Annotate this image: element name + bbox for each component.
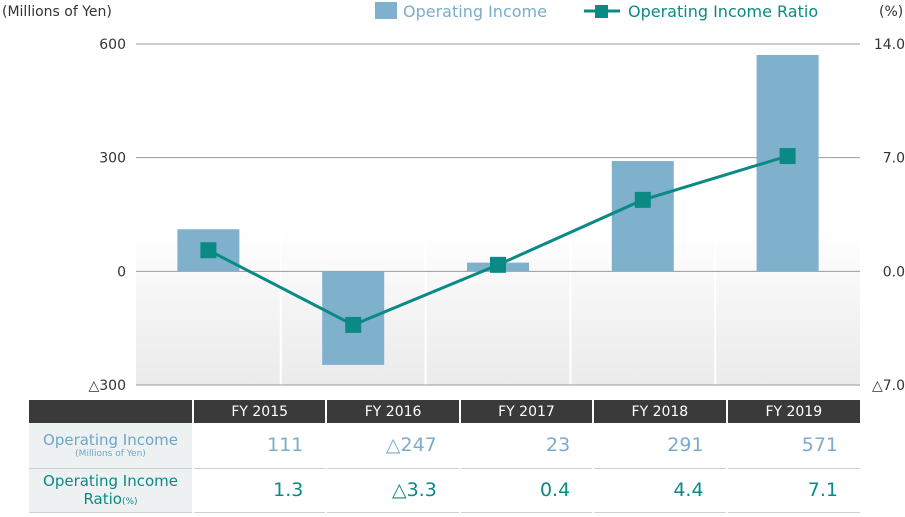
- row-label-ratio-word: Ratio: [83, 490, 122, 508]
- right-tick-label: 14.0: [874, 37, 905, 53]
- right-tick-label: △7.0: [872, 378, 905, 394]
- legend-operating-income: Operating Income: [403, 2, 547, 21]
- left-tick-label: △300: [89, 378, 127, 394]
- ratio-marker: [490, 256, 506, 273]
- row-label-text-line2: Ratio(%): [29, 490, 192, 508]
- data-table: FY 2015 FY 2016 FY 2017 FY 2018 FY 2019 …: [29, 400, 860, 513]
- table-cell: △247: [325, 423, 460, 469]
- legend-operating-income-ratio: Operating Income Ratio: [628, 2, 818, 21]
- axis-labels: 600 300 0 △300 14.0 7.0 0.0 △7.0: [89, 37, 905, 394]
- table-cell: 0.4: [458, 468, 594, 513]
- plot-background: [136, 230, 860, 385]
- row-label-operating-income-ratio: Operating Income Ratio(%): [29, 468, 193, 513]
- right-tick-label: 0.0: [883, 264, 905, 280]
- legend-line-marker: [595, 5, 608, 18]
- right-tick-label: 7.0: [883, 151, 905, 167]
- left-tick-label: 0: [117, 264, 126, 280]
- table-cell: 291: [592, 423, 727, 469]
- row-label-operating-income: Operating Income (Millions of Yen): [29, 423, 193, 469]
- row-label-unit: (Millions of Yen): [75, 448, 146, 459]
- ratio-line: [200, 148, 796, 333]
- table-header-cell: FY 2015: [191, 400, 327, 423]
- operating-income-chart: 600 300 0 △300 14.0 7.0 0.0 △7.0 Operating Inco…: [2, 2, 905, 394]
- table-cell: 1.3: [191, 468, 327, 513]
- ratio-marker: [200, 242, 217, 259]
- row-label-unit: (%): [121, 497, 138, 507]
- legend-bar-swatch: [375, 2, 397, 19]
- table-cell: 7.1: [725, 468, 860, 513]
- right-axis-title: (%): [879, 4, 903, 20]
- table-header-cell: FY 2017: [458, 400, 594, 423]
- table-cell: 4.4: [592, 468, 727, 513]
- table-cell: 571: [725, 423, 860, 469]
- left-tick-label: 600: [99, 37, 126, 53]
- row-label-text: Operating Income: [43, 430, 178, 449]
- table-cell: 23: [458, 423, 594, 469]
- table-row-operating-income: Operating Income (Millions of Yen) 111 △…: [29, 423, 860, 469]
- table-header-cell: FY 2016: [325, 400, 460, 423]
- table-corner: [29, 400, 193, 423]
- ratio-marker: [345, 316, 362, 333]
- ratio-marker: [779, 148, 796, 165]
- table-cell: △3.3: [325, 468, 460, 513]
- table-header-row: FY 2015 FY 2016 FY 2017 FY 2018 FY 2019: [29, 400, 860, 423]
- table-row-operating-income-ratio: Operating Income Ratio(%) 1.3 △3.3 0.4 4…: [29, 468, 860, 513]
- table-header-cell: FY 2018: [592, 400, 727, 423]
- table-cell: 111: [191, 423, 327, 469]
- ratio-marker: [634, 191, 651, 208]
- table-header-cell: FY 2019: [725, 400, 860, 423]
- operating-income-bar: [611, 161, 674, 272]
- left-tick-label: 300: [99, 151, 126, 167]
- left-axis-title: (Millions of Yen): [2, 4, 112, 20]
- row-label-text: Operating Income: [43, 472, 178, 490]
